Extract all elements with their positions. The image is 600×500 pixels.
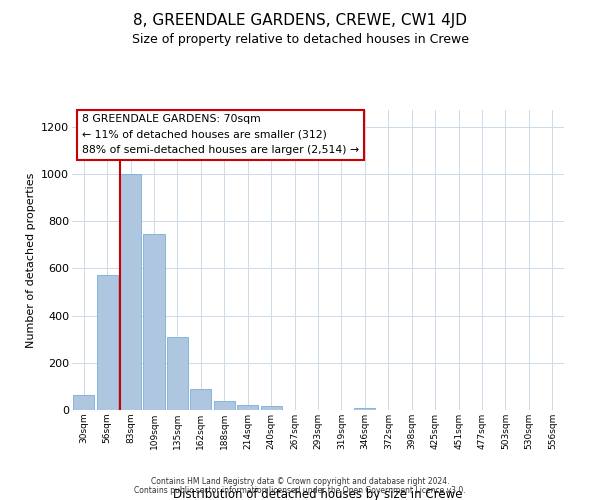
Bar — [120, 174, 141, 410]
Bar — [214, 400, 235, 410]
Bar — [143, 234, 164, 410]
Bar — [167, 337, 188, 410]
Text: 8 GREENDALE GARDENS: 70sqm
← 11% of detached houses are smaller (312)
88% of sem: 8 GREENDALE GARDENS: 70sqm ← 11% of deta… — [82, 114, 359, 155]
Y-axis label: Number of detached properties: Number of detached properties — [26, 172, 35, 348]
Bar — [237, 406, 258, 410]
Text: Size of property relative to detached houses in Crewe: Size of property relative to detached ho… — [131, 32, 469, 46]
Text: 8, GREENDALE GARDENS, CREWE, CW1 4JD: 8, GREENDALE GARDENS, CREWE, CW1 4JD — [133, 12, 467, 28]
Text: Contains public sector information licensed under the Open Government Licence v3: Contains public sector information licen… — [134, 486, 466, 495]
Bar — [190, 388, 211, 410]
Bar — [73, 394, 94, 410]
Bar — [355, 408, 376, 410]
X-axis label: Distribution of detached houses by size in Crewe: Distribution of detached houses by size … — [173, 488, 463, 500]
Bar — [260, 406, 281, 410]
Bar — [97, 276, 118, 410]
Text: Contains HM Land Registry data © Crown copyright and database right 2024.: Contains HM Land Registry data © Crown c… — [151, 477, 449, 486]
